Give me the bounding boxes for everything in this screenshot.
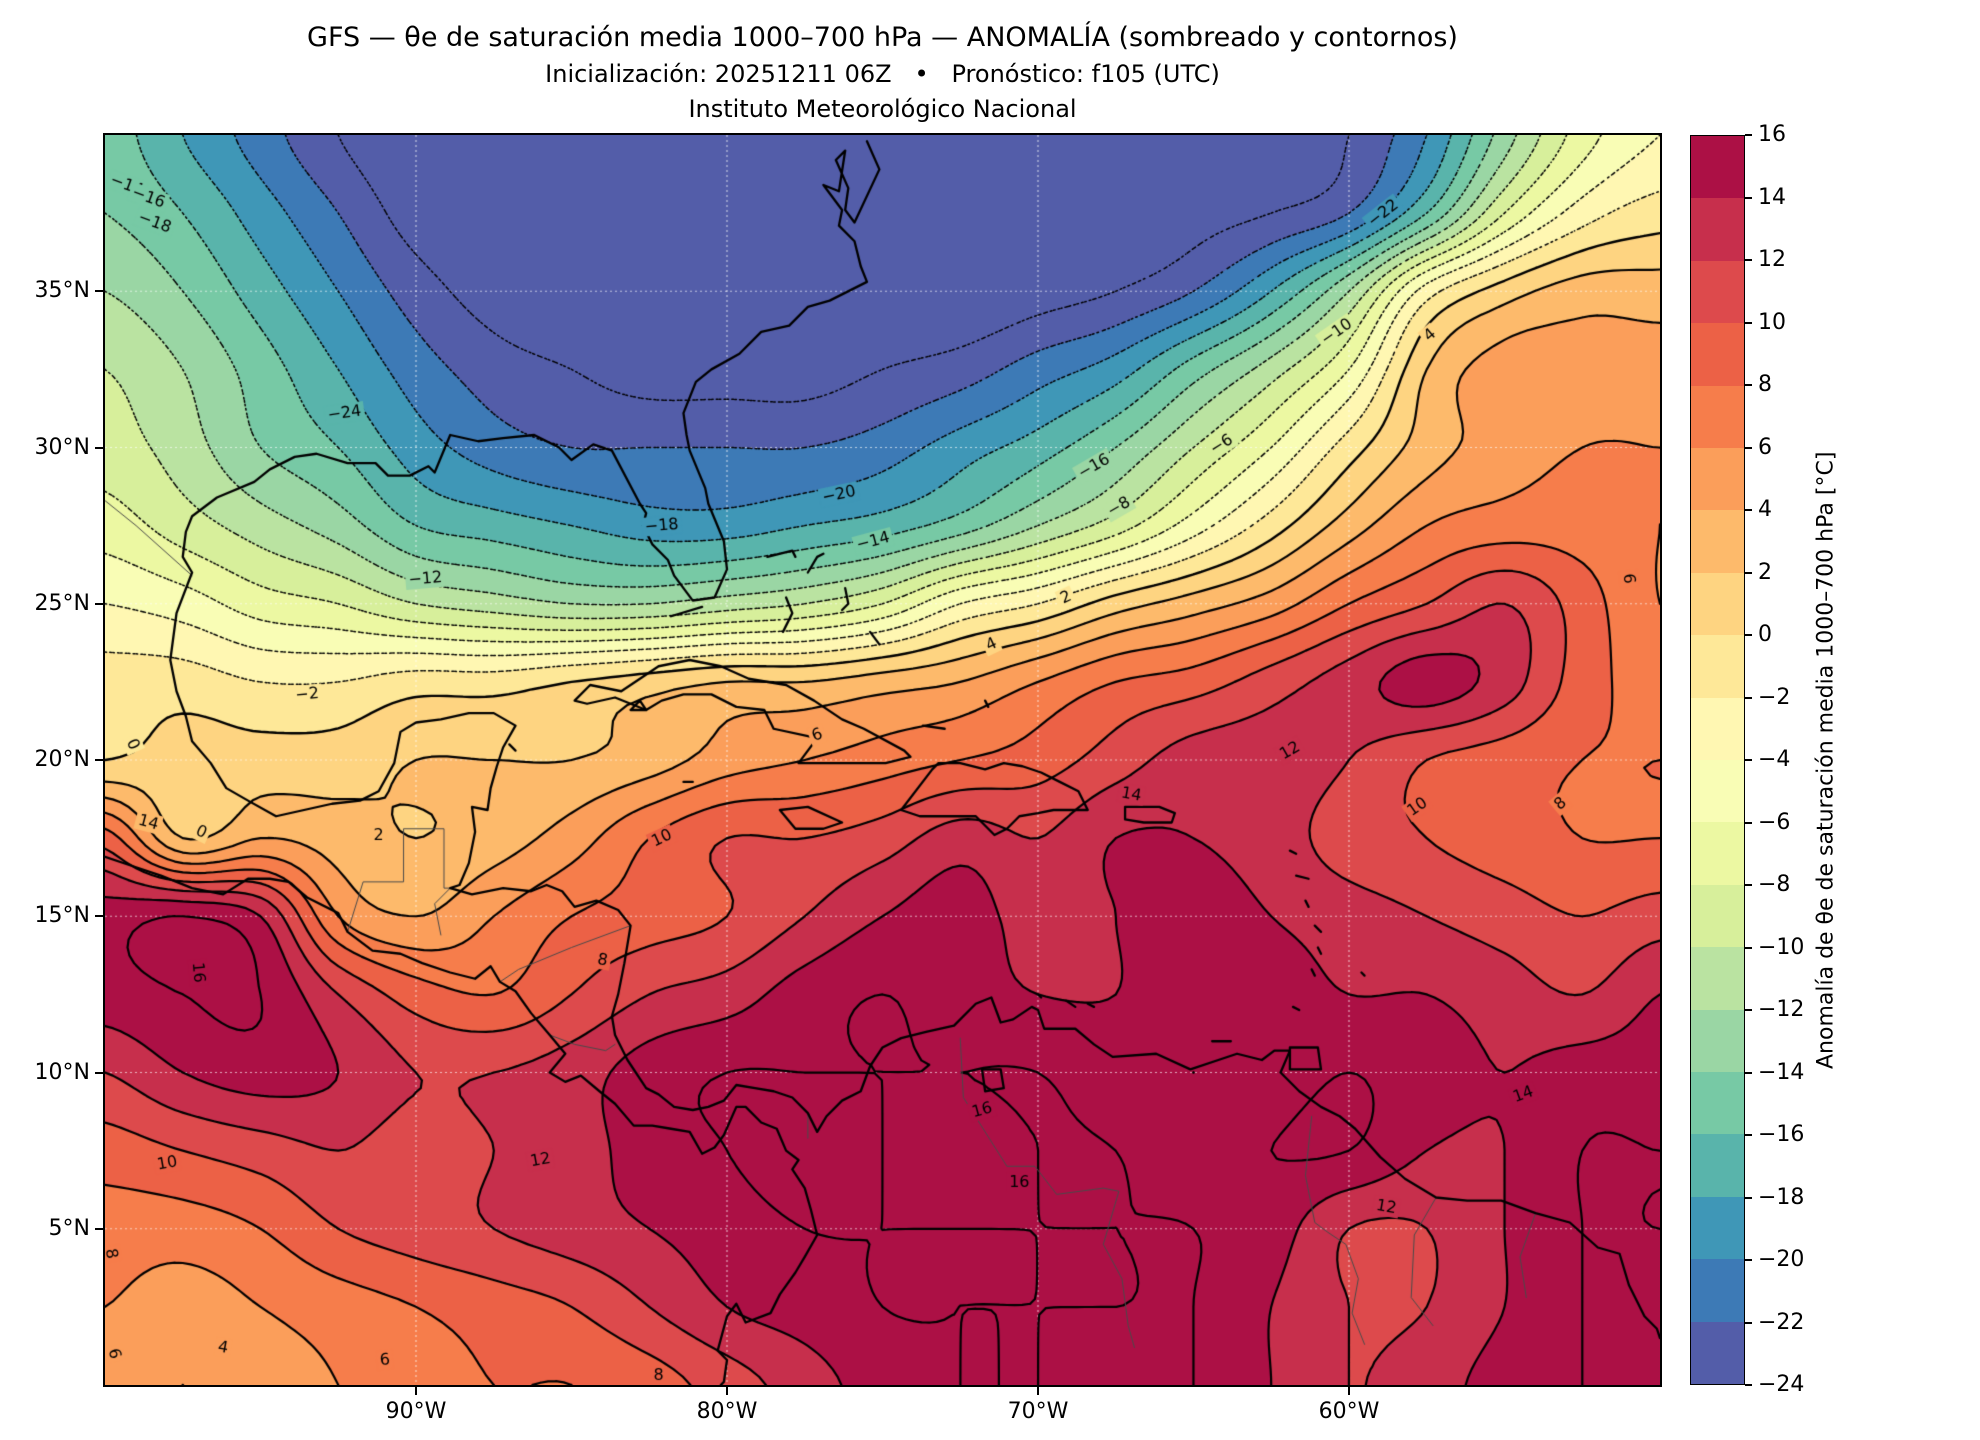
colorbar-cell bbox=[1691, 759, 1744, 823]
colorbar-cell bbox=[1691, 884, 1744, 948]
colorbar-tick-label: −18 bbox=[1758, 1184, 1805, 1210]
colorbar-tick-label: 4 bbox=[1758, 497, 1772, 522]
colorbar-tick-label: 10 bbox=[1758, 309, 1786, 335]
colorbar-cell bbox=[1691, 572, 1744, 636]
colorbar-cell bbox=[1691, 697, 1744, 760]
y-tick-mark bbox=[95, 1071, 103, 1074]
colorbar-tick-label: −4 bbox=[1758, 747, 1791, 772]
colorbar-tick-label: −16 bbox=[1758, 1122, 1805, 1147]
y-tick-mark bbox=[95, 1227, 103, 1230]
colorbar-cell bbox=[1691, 510, 1744, 573]
colorbar-tick-label: −22 bbox=[1758, 1309, 1805, 1335]
colorbar-tick-label: −2 bbox=[1758, 684, 1791, 710]
colorbar-cell bbox=[1691, 635, 1744, 698]
y-tick-label: 30°N bbox=[34, 434, 90, 460]
colorbar-cell bbox=[1691, 1009, 1744, 1072]
colorbar-tick-mark bbox=[1745, 571, 1752, 574]
x-tick-label: 80°W bbox=[696, 1399, 758, 1424]
colorbar-tick-mark bbox=[1745, 1071, 1752, 1074]
y-tick-label: 10°N bbox=[34, 1059, 90, 1085]
colorbar-tick-mark bbox=[1745, 696, 1752, 699]
colorbar-cell bbox=[1691, 135, 1744, 199]
colorbar-tick-label: 0 bbox=[1758, 622, 1772, 647]
colorbar-cell bbox=[1691, 1071, 1744, 1135]
y-tick-label: 35°N bbox=[34, 278, 90, 304]
colorbar-tick-label: −20 bbox=[1758, 1247, 1805, 1272]
colorbar-tick-mark bbox=[1745, 321, 1752, 324]
colorbar-cell bbox=[1691, 822, 1744, 885]
colorbar-tick-label: −8 bbox=[1758, 872, 1791, 897]
colorbar-tick-mark bbox=[1745, 1321, 1752, 1324]
colorbar-tick-label: −10 bbox=[1758, 934, 1805, 960]
map-plot-area bbox=[103, 133, 1662, 1387]
colorbar-tick-label: 14 bbox=[1758, 184, 1786, 210]
colorbar-cell bbox=[1691, 385, 1744, 448]
colorbar-tick-label: 12 bbox=[1758, 247, 1786, 272]
colorbar-cell bbox=[1691, 1321, 1744, 1384]
colorbar-tick-label: −6 bbox=[1758, 809, 1791, 835]
colorbar-tick-label: 8 bbox=[1758, 372, 1772, 397]
colorbar-tick-mark bbox=[1745, 1196, 1752, 1199]
y-tick-label: 25°N bbox=[34, 590, 90, 616]
y-tick-mark bbox=[95, 602, 103, 605]
x-tick-label: 90°W bbox=[385, 1399, 447, 1424]
y-tick-label: 20°N bbox=[34, 747, 90, 772]
colorbar-cell bbox=[1691, 447, 1744, 511]
colorbar-tick-mark bbox=[1745, 1009, 1752, 1011]
colorbar-tick-mark bbox=[1745, 1134, 1752, 1136]
y-tick-label: 5°N bbox=[48, 1215, 90, 1241]
colorbar-tick-mark bbox=[1745, 1384, 1752, 1386]
colorbar-cell bbox=[1691, 260, 1744, 324]
colorbar-cell bbox=[1691, 323, 1744, 386]
map-canvas bbox=[105, 135, 1660, 1385]
colorbar-tick-mark bbox=[1745, 1259, 1752, 1261]
colorbar-tick-mark bbox=[1745, 946, 1752, 949]
y-tick-mark bbox=[95, 759, 103, 761]
colorbar-cell bbox=[1691, 1134, 1744, 1197]
colorbar-cell bbox=[1691, 1259, 1744, 1322]
colorbar-cell bbox=[1691, 1196, 1744, 1260]
x-tick-label: 70°W bbox=[1007, 1399, 1069, 1424]
colorbar-tick-label: 6 bbox=[1758, 434, 1772, 460]
colorbar-tick-label: −12 bbox=[1758, 997, 1805, 1022]
colorbar-cell bbox=[1691, 198, 1744, 261]
colorbar-tick-label: −24 bbox=[1758, 1372, 1805, 1397]
colorbar-tick-label: 16 bbox=[1758, 122, 1786, 147]
page-title: GFS — θe de saturación media 1000–700 hP… bbox=[307, 22, 1458, 53]
colorbar-tick-mark bbox=[1745, 134, 1752, 136]
colorbar-tick-label: −14 bbox=[1758, 1059, 1805, 1085]
colorbar-tick-label: 2 bbox=[1758, 559, 1772, 585]
colorbar-axis-label: Anomalía de θe de saturación media 1000–… bbox=[1813, 451, 1839, 1069]
y-tick-mark bbox=[95, 446, 103, 449]
colorbar-cell bbox=[1691, 947, 1744, 1010]
x-tick-label: 60°W bbox=[1318, 1399, 1380, 1424]
y-tick-mark bbox=[95, 290, 103, 293]
y-tick-label: 15°N bbox=[34, 903, 90, 929]
y-tick-mark bbox=[95, 915, 103, 918]
x-tick-mark bbox=[1348, 1387, 1350, 1395]
x-tick-mark bbox=[1037, 1387, 1039, 1395]
colorbar-tick-mark bbox=[1745, 759, 1752, 761]
colorbar-tick-mark bbox=[1745, 446, 1752, 449]
colorbar-tick-mark bbox=[1745, 509, 1752, 511]
colorbar-tick-mark bbox=[1745, 196, 1752, 199]
colorbar bbox=[1690, 135, 1745, 1385]
colorbar-tick-mark bbox=[1745, 384, 1752, 386]
colorbar-tick-mark bbox=[1745, 821, 1752, 824]
colorbar-tick-mark bbox=[1745, 884, 1752, 886]
colorbar-tick-mark bbox=[1745, 259, 1752, 261]
x-tick-mark bbox=[415, 1387, 417, 1395]
subtitle-init-forecast: Inicialización: 20251211 06Z • Pronóstic… bbox=[545, 60, 1220, 88]
colorbar-tick-mark bbox=[1745, 634, 1752, 636]
x-tick-mark bbox=[726, 1387, 728, 1395]
subtitle-institution: Instituto Meteorológico Nacional bbox=[688, 95, 1077, 123]
